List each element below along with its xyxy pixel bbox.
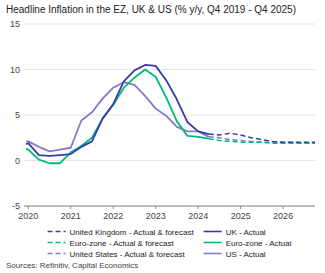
series-line [26, 70, 209, 164]
x-tick-label: 2026 [273, 211, 293, 221]
grid-line [24, 206, 315, 207]
grid-line [24, 115, 315, 116]
x-tick [70, 206, 71, 209]
axes: -5 0 5 10 15 2020 2021 2022 2023 2024 2025 2026 [10, 19, 315, 221]
legend-item: Euro-zone - Actual & forecast [48, 239, 175, 248]
legend-label: US - Actual [226, 250, 266, 259]
x-tick-label: 2023 [146, 211, 166, 221]
chart: Headline Inflation in the EZ, UK & US (%… [0, 0, 325, 273]
legend-swatch [48, 253, 66, 255]
legend-label: UK - Actual [226, 228, 266, 237]
source: Sources: Refinitiv, Capital Economics [6, 261, 138, 270]
legend-label: Euro-zone - Actual [226, 239, 292, 248]
legend-item: United Kingdom - Actual & forecast [48, 228, 195, 237]
y-tick-label: 10 [10, 65, 20, 75]
y-tick-label: -5 [12, 201, 20, 211]
x-tick-label: 2024 [188, 211, 208, 221]
grid-line [24, 69, 315, 70]
legend-swatch [204, 231, 222, 233]
legend-label: United Kingdom - Actual & forecast [70, 228, 195, 237]
x-tick [240, 206, 241, 209]
x-tick [28, 206, 29, 209]
x-tick [283, 206, 284, 209]
legend: United Kingdom - Actual & forecast UK - A… [48, 228, 292, 259]
grid-line [24, 160, 315, 161]
lines [26, 65, 315, 163]
x-tick-label: 2021 [61, 211, 81, 221]
x-tick [113, 206, 114, 209]
y-tick-label: 15 [10, 19, 20, 29]
legend-label: Euro-zone - Actual & forecast [70, 239, 175, 248]
x-axis-line [24, 206, 315, 207]
y-tick-label: 5 [15, 110, 20, 120]
legend-swatch [48, 231, 66, 233]
legend-item: UK - Actual [204, 228, 266, 237]
grid [24, 24, 315, 206]
legend-label: United States - Actual & forecast [70, 250, 186, 259]
grid-line [24, 24, 315, 25]
x-tick-label: 2020 [18, 211, 38, 221]
x-tick [198, 206, 199, 209]
series-line [209, 133, 315, 142]
legend-item: US - Actual [204, 250, 266, 259]
legend-swatch [204, 242, 222, 244]
series-line [26, 82, 209, 151]
x-tick [155, 206, 156, 209]
series-line [26, 65, 209, 156]
x-tick-label: 2025 [231, 211, 251, 221]
legend-swatch [204, 253, 222, 255]
x-tick-label: 2022 [103, 211, 123, 221]
legend-item: United States - Actual & forecast [48, 250, 186, 259]
title: Headline Inflation in the EZ, UK & US (%… [6, 4, 296, 15]
legend-swatch [48, 242, 66, 244]
y-tick-label: 0 [15, 156, 20, 166]
legend-item: Euro-zone - Actual [204, 239, 292, 248]
